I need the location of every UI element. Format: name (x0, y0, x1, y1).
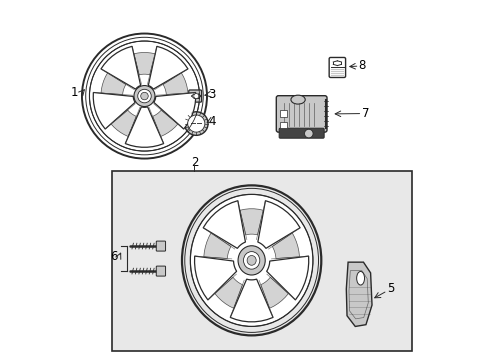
Text: 3: 3 (208, 88, 216, 101)
Bar (280, 122, 286, 128)
Ellipse shape (290, 95, 305, 104)
Polygon shape (346, 262, 371, 327)
FancyBboxPatch shape (156, 241, 165, 251)
Polygon shape (266, 256, 308, 300)
Polygon shape (240, 209, 263, 235)
Polygon shape (101, 73, 126, 95)
Polygon shape (203, 233, 230, 258)
Bar (112, 171, 411, 351)
Text: 7: 7 (362, 107, 369, 120)
Bar (280, 110, 286, 117)
Text: 1: 1 (71, 86, 79, 99)
Polygon shape (93, 93, 135, 129)
Text: 8: 8 (358, 59, 366, 72)
FancyBboxPatch shape (188, 90, 201, 102)
Polygon shape (214, 277, 242, 308)
Polygon shape (154, 93, 195, 129)
Text: 4: 4 (208, 115, 216, 128)
Circle shape (89, 41, 199, 151)
FancyBboxPatch shape (276, 96, 326, 132)
Polygon shape (194, 256, 236, 300)
Circle shape (187, 115, 204, 132)
FancyBboxPatch shape (156, 266, 165, 276)
Polygon shape (152, 110, 178, 136)
Polygon shape (203, 201, 245, 248)
FancyArrow shape (197, 123, 202, 124)
Polygon shape (257, 201, 300, 248)
Polygon shape (148, 46, 187, 89)
Ellipse shape (243, 252, 259, 269)
Circle shape (141, 92, 148, 100)
Circle shape (134, 86, 155, 107)
FancyBboxPatch shape (279, 128, 324, 138)
FancyArrow shape (190, 123, 195, 124)
Circle shape (304, 129, 312, 138)
Polygon shape (272, 233, 299, 258)
Text: 6: 6 (110, 250, 118, 263)
Circle shape (138, 89, 151, 103)
Polygon shape (125, 107, 163, 147)
Text: 5: 5 (386, 283, 394, 296)
Text: 2: 2 (190, 156, 198, 168)
Polygon shape (134, 53, 155, 75)
Ellipse shape (246, 256, 256, 265)
Ellipse shape (190, 194, 312, 327)
Polygon shape (230, 279, 272, 322)
Circle shape (184, 112, 207, 135)
Ellipse shape (238, 246, 264, 275)
Circle shape (193, 94, 198, 99)
Polygon shape (101, 46, 141, 89)
Polygon shape (111, 110, 136, 136)
Polygon shape (260, 277, 288, 308)
Ellipse shape (356, 271, 364, 285)
Polygon shape (163, 73, 187, 95)
FancyBboxPatch shape (328, 58, 345, 77)
